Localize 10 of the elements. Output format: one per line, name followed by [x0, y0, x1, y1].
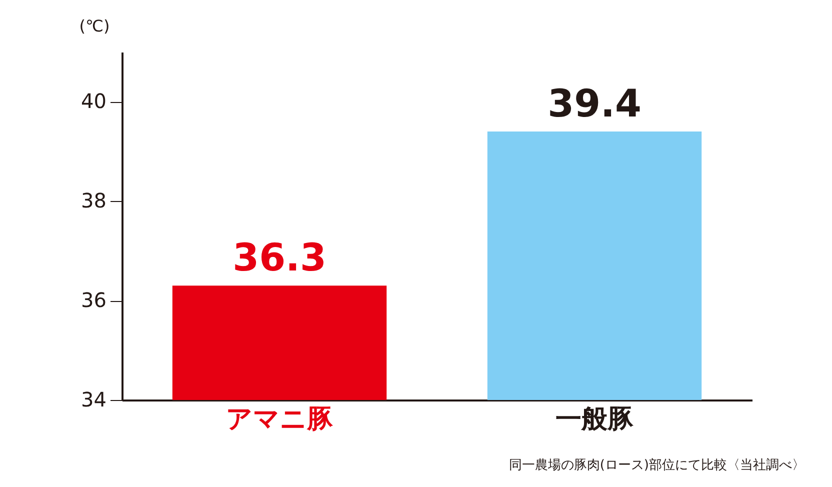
y-tick-label: 38: [81, 188, 106, 213]
y-tick-label: 40: [81, 89, 106, 114]
text: 同一農場の豚肉(ロース)部位にて比較〈当社調べ〉: [508, 458, 805, 473]
x-tick-label: 一般豚: [556, 404, 634, 434]
data-label: 39.4: [548, 82, 642, 126]
y-axis-title: (℃): [79, 16, 110, 36]
y-tick-label: 36: [81, 288, 106, 312]
x-tick-label: アマニ豚: [226, 404, 334, 434]
y-tick-label: 34: [81, 388, 106, 412]
data-label: 36.3: [232, 236, 326, 280]
